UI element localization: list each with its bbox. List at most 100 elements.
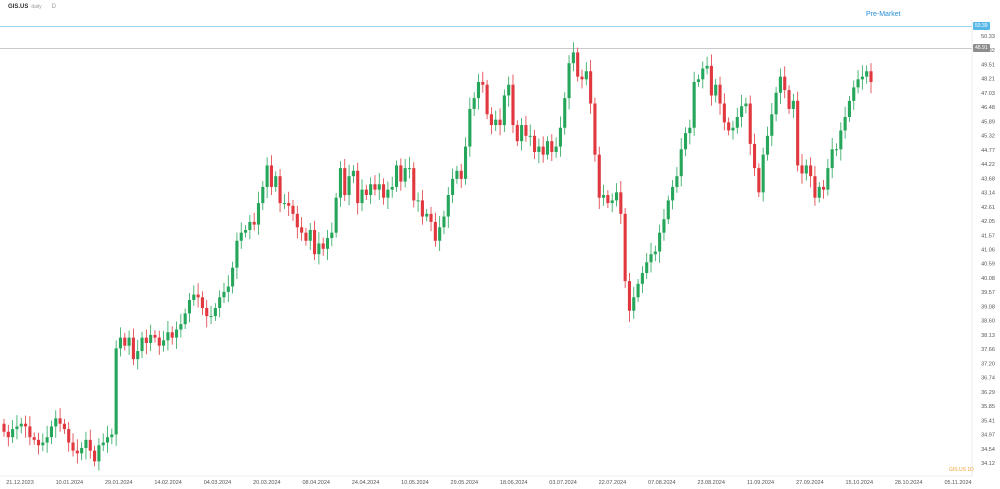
candle-body[interactable]: [744, 103, 748, 107]
candle-body[interactable]: [658, 232, 662, 252]
candle-body[interactable]: [84, 439, 88, 448]
candle-body[interactable]: [446, 195, 450, 217]
candle-body[interactable]: [36, 439, 41, 446]
candle-body[interactable]: [520, 125, 524, 142]
candle-body[interactable]: [174, 329, 179, 338]
candle-body[interactable]: [200, 297, 204, 309]
candle-body[interactable]: [869, 71, 873, 83]
candle-body[interactable]: [722, 103, 726, 123]
candle-body[interactable]: [567, 63, 571, 99]
candle-body[interactable]: [334, 197, 338, 233]
candle-body[interactable]: [817, 186, 821, 198]
candle-body[interactable]: [252, 221, 256, 225]
candle-body[interactable]: [235, 240, 239, 268]
candle-body[interactable]: [278, 176, 282, 204]
candle-body[interactable]: [580, 76, 584, 80]
candle-body[interactable]: [2, 423, 6, 432]
candle-body[interactable]: [645, 262, 649, 274]
candle-body[interactable]: [662, 219, 666, 233]
candle-body[interactable]: [282, 203, 286, 205]
candle-body[interactable]: [507, 84, 511, 96]
candle-body[interactable]: [865, 71, 869, 77]
candle-body[interactable]: [860, 76, 864, 80]
candle-body[interactable]: [377, 184, 381, 190]
candle-body[interactable]: [105, 437, 110, 443]
candle-body[interactable]: [696, 79, 701, 83]
candle-body[interactable]: [226, 286, 230, 292]
candle-body[interactable]: [537, 146, 541, 152]
candle-body[interactable]: [804, 165, 808, 174]
candle-body[interactable]: [248, 221, 252, 230]
candle-body[interactable]: [179, 324, 183, 330]
candle-body[interactable]: [231, 267, 235, 287]
candle-body[interactable]: [403, 168, 407, 182]
candle-body[interactable]: [166, 332, 170, 341]
candle-body[interactable]: [140, 337, 144, 352]
candle-body[interactable]: [416, 200, 420, 202]
candle-body[interactable]: [524, 125, 528, 136]
candle-body[interactable]: [476, 82, 481, 99]
candle-body[interactable]: [528, 135, 532, 137]
candle-body[interactable]: [787, 90, 791, 109]
candle-body[interactable]: [101, 442, 105, 446]
candle-body[interactable]: [256, 203, 261, 225]
candle-body[interactable]: [692, 82, 696, 128]
candle-body[interactable]: [97, 445, 101, 462]
candle-body[interactable]: [412, 168, 416, 201]
candle-body[interactable]: [709, 65, 713, 96]
candle-body[interactable]: [243, 229, 248, 233]
candle-body[interactable]: [701, 68, 705, 80]
candle-body[interactable]: [757, 168, 761, 193]
candle-body[interactable]: [826, 168, 830, 190]
candle-body[interactable]: [455, 170, 459, 179]
candle-body[interactable]: [675, 176, 679, 187]
candle-body[interactable]: [796, 100, 800, 166]
candle-body[interactable]: [800, 165, 804, 174]
candle-body[interactable]: [390, 186, 394, 190]
candle-body[interactable]: [584, 71, 588, 80]
candle-body[interactable]: [209, 316, 213, 318]
candle-body[interactable]: [300, 227, 304, 233]
candle-body[interactable]: [269, 165, 273, 187]
candle-body[interactable]: [407, 168, 412, 170]
candle-body[interactable]: [545, 141, 550, 155]
candle-body[interactable]: [463, 146, 468, 179]
candle-body[interactable]: [614, 192, 619, 201]
candle-body[interactable]: [88, 439, 92, 451]
candle-body[interactable]: [502, 95, 506, 126]
candle-body[interactable]: [325, 238, 330, 249]
candle-body[interactable]: [123, 337, 127, 346]
candle-body[interactable]: [131, 337, 135, 360]
candle-body[interactable]: [494, 119, 498, 126]
candle-body[interactable]: [563, 98, 567, 128]
candle-body[interactable]: [62, 423, 66, 430]
candle-body[interactable]: [347, 176, 351, 196]
candle-body[interactable]: [748, 103, 752, 144]
candle-body[interactable]: [274, 176, 278, 187]
candle-body[interactable]: [683, 133, 688, 150]
candle-body[interactable]: [351, 170, 355, 177]
candle-body[interactable]: [679, 149, 683, 177]
candle-body[interactable]: [6, 431, 10, 438]
candle-body[interactable]: [472, 98, 476, 109]
candle-body[interactable]: [75, 450, 79, 454]
candle-body[interactable]: [606, 195, 610, 204]
candle-body[interactable]: [791, 100, 795, 109]
candle-body[interactable]: [856, 79, 860, 88]
candle-body[interactable]: [636, 283, 640, 298]
candle-body[interactable]: [623, 213, 627, 282]
candle-body[interactable]: [847, 100, 851, 117]
candle-body[interactable]: [28, 426, 32, 438]
candle-body[interactable]: [153, 334, 157, 338]
candle-body[interactable]: [619, 192, 623, 214]
candle-body[interactable]: [343, 168, 347, 196]
candle-body[interactable]: [550, 141, 554, 152]
candle-body[interactable]: [649, 254, 653, 263]
candle-body[interactable]: [265, 165, 269, 187]
candle-body[interactable]: [144, 337, 148, 344]
candle-body[interactable]: [213, 308, 217, 317]
candle-body[interactable]: [222, 291, 226, 298]
candle-body[interactable]: [640, 273, 644, 284]
candle-body[interactable]: [321, 243, 325, 249]
candle-body[interactable]: [313, 229, 317, 255]
